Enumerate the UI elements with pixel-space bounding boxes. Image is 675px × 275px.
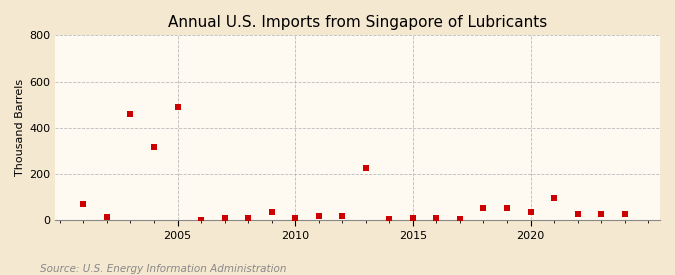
Y-axis label: Thousand Barrels: Thousand Barrels [15, 79, 25, 176]
Text: Source: U.S. Energy Information Administration: Source: U.S. Energy Information Administ… [40, 264, 287, 274]
Point [243, 216, 254, 221]
Point [360, 166, 371, 170]
Point [619, 212, 630, 216]
Point [172, 105, 183, 109]
Point [478, 205, 489, 210]
Title: Annual U.S. Imports from Singapore of Lubricants: Annual U.S. Imports from Singapore of Lu… [168, 15, 547, 30]
Point [266, 209, 277, 214]
Point [78, 202, 89, 206]
Point [384, 217, 395, 222]
Point [101, 215, 112, 219]
Point [596, 212, 607, 216]
Point [408, 216, 418, 220]
Point [148, 145, 159, 150]
Point [572, 212, 583, 216]
Point [337, 213, 348, 218]
Point [431, 216, 442, 221]
Point [454, 217, 465, 221]
Point [219, 216, 230, 221]
Point [290, 216, 300, 221]
Point [502, 205, 512, 210]
Point [196, 218, 207, 222]
Point [549, 196, 560, 200]
Point [525, 210, 536, 214]
Point [313, 213, 324, 218]
Point [125, 112, 136, 116]
